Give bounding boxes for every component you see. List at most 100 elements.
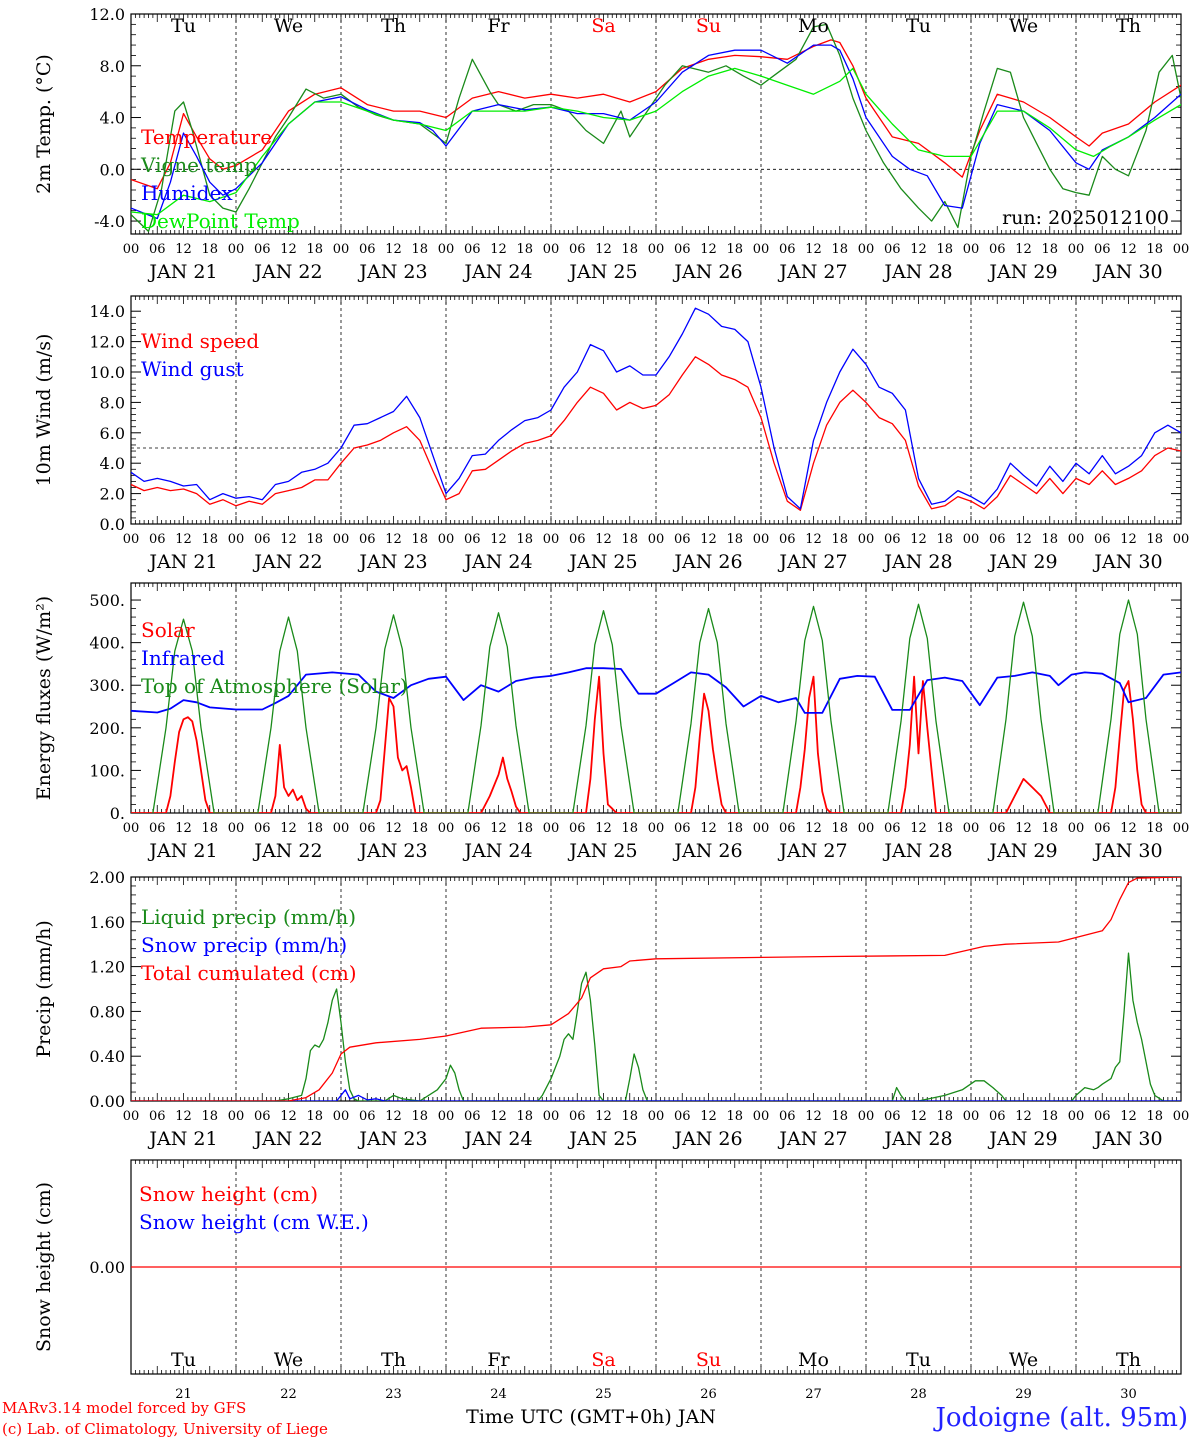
x-hour-label: 06 <box>254 821 271 836</box>
x-hour-label: 12 <box>700 821 717 836</box>
x-hour-label: 00 <box>753 532 770 547</box>
weekday-label: We <box>1009 15 1038 37</box>
weekday-label: We <box>274 15 303 37</box>
legend-entry: Vigne temp <box>140 153 257 177</box>
x-hour-label: 12 <box>280 821 297 836</box>
x-hour-label: 18 <box>831 821 848 836</box>
x-hour-label: 12 <box>280 242 297 257</box>
x-hour-label: 18 <box>306 532 323 547</box>
x-hour-label: 12 <box>595 532 612 547</box>
x-hour-label: 18 <box>516 821 533 836</box>
x-hour-label: 06 <box>989 1109 1006 1124</box>
x-hour-label: 18 <box>1041 532 1058 547</box>
y-axis-title: Energy fluxes (W/m²) <box>33 596 55 800</box>
x-date-label: JAN 24 <box>462 840 532 862</box>
x-hour-label: 00 <box>1173 532 1190 547</box>
x-date-label: JAN 30 <box>1092 261 1162 283</box>
x-hour-label: 18 <box>516 1109 533 1124</box>
x-hour-label: 06 <box>884 1109 901 1124</box>
x-hour-label: 00 <box>543 1109 560 1124</box>
x-hour-label: 00 <box>963 821 980 836</box>
x-hour-label: 06 <box>254 532 271 547</box>
x-hour-label: 06 <box>149 532 166 547</box>
weekday-label: Th <box>381 1349 406 1371</box>
weekday-label: Tu <box>906 15 931 37</box>
x-hour-label: 06 <box>464 242 481 257</box>
weekday-label: Th <box>1116 1349 1141 1371</box>
weekday-label: Su <box>696 1349 721 1371</box>
x-hour-label: 06 <box>884 821 901 836</box>
series-group <box>131 877 1181 1101</box>
x-hour-label: 06 <box>779 821 796 836</box>
x-hour-label: 18 <box>1146 821 1163 836</box>
y-axis-title: Precip (mm/h) <box>33 920 55 1058</box>
x-hour-label: 12 <box>595 821 612 836</box>
x-hour-label: 12 <box>1015 821 1032 836</box>
legend-entry: Total cumulated (cm) <box>141 961 357 985</box>
x-date-label: JAN 25 <box>567 551 637 573</box>
x-hour-label: 06 <box>464 1109 481 1124</box>
x-hour-label: 06 <box>359 242 376 257</box>
x-hour-label: 00 <box>333 1109 350 1124</box>
x-hour-label: 12 <box>490 532 507 547</box>
weekday-label: Th <box>1116 15 1141 37</box>
x-hour-label: 00 <box>858 242 875 257</box>
series-line-liquid-precip-mm-h <box>131 952 1181 1101</box>
x-date-label: JAN 27 <box>777 261 847 283</box>
x-date-label: JAN 26 <box>672 551 742 573</box>
x-hour-label: 00 <box>438 532 455 547</box>
x-hour-label: 18 <box>1146 242 1163 257</box>
x-hour-label: 06 <box>464 821 481 836</box>
y-tick-label: -4.0 <box>94 212 125 231</box>
x-hour-label: 00 <box>333 821 350 836</box>
y-tick-label: 14.0 <box>89 302 125 321</box>
x-hour-label: 18 <box>1041 1109 1058 1124</box>
x-hour-label: 18 <box>411 821 428 836</box>
x-hour-label: 12 <box>805 821 822 836</box>
x-hour-label: 12 <box>595 1109 612 1124</box>
x-hour-label: 00 <box>543 532 560 547</box>
x-date-label: JAN 28 <box>882 1128 952 1150</box>
y-tick-label: 0.40 <box>89 1047 125 1066</box>
model-credit: MARv3.14 model forced by GFS <box>2 1399 246 1417</box>
x-hour-label: 00 <box>228 532 245 547</box>
x-hour-label: 12 <box>175 1109 192 1124</box>
x-date-label: JAN 28 <box>882 551 952 573</box>
x-hour-label: 12 <box>595 242 612 257</box>
panel-3: 0. 100. 200. 300. 400. 500. Energy fluxes (W/m… <box>33 582 1189 862</box>
legend-entry: Wind speed <box>141 329 259 353</box>
x-hour-label: 18 <box>726 1109 743 1124</box>
legend-entry: Snow height (cm) <box>139 1182 318 1206</box>
x-hour-label: 18 <box>1146 532 1163 547</box>
y-tick-label: 0.0 <box>100 515 125 534</box>
x-hour-label: 18 <box>306 242 323 257</box>
x-hour-label: 18 <box>516 242 533 257</box>
x-hour-label: 06 <box>884 532 901 547</box>
x-hour-label: 18 <box>201 532 218 547</box>
x-hour-label: 06 <box>779 532 796 547</box>
x-hour-label: 06 <box>1094 532 1111 547</box>
x-hour-label: 00 <box>1068 242 1085 257</box>
x-hour-label: 06 <box>989 532 1006 547</box>
x-hour-label: 00 <box>333 532 350 547</box>
x-hour-label: 00 <box>438 1109 455 1124</box>
y-tick-label: 0.0 <box>100 160 125 179</box>
x-hour-label: 18 <box>936 1109 953 1124</box>
x-hour-label: 00 <box>1068 532 1085 547</box>
x-date-label: JAN 24 <box>462 551 532 573</box>
x-hour-label: 18 <box>621 532 638 547</box>
x-hour-label: 00 <box>648 242 665 257</box>
series-group <box>131 599 1181 813</box>
x-hour-label: 12 <box>385 1109 402 1124</box>
x-hour-label: 06 <box>149 1109 166 1124</box>
x-hour-label: 06 <box>569 532 586 547</box>
x-hour-label: 12 <box>700 242 717 257</box>
y-tick-label: 10.0 <box>89 363 125 382</box>
x-hour-label: 12 <box>385 242 402 257</box>
y-tick-label: 0. <box>110 804 125 823</box>
y-axis-title: 2m Temp. (°C) <box>33 54 55 194</box>
x-hour-label: 12 <box>910 532 927 547</box>
x-day-number: 27 <box>805 1387 822 1402</box>
x-hour-label: 12 <box>385 532 402 547</box>
x-hour-label: 12 <box>1120 1109 1137 1124</box>
